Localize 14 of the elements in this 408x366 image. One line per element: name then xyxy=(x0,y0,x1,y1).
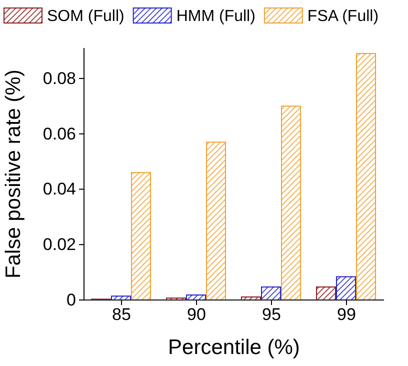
x-tick-label: 95 xyxy=(262,305,281,324)
x-axis-title: Percentile (%) xyxy=(168,336,300,359)
x-tick-label: 85 xyxy=(112,305,131,324)
y-tick-label: 0.02 xyxy=(42,235,76,254)
legend-label: FSA (Full) xyxy=(307,8,379,25)
x-tick-label: 99 xyxy=(337,305,356,324)
y-tick-label: 0.06 xyxy=(42,124,76,144)
y-tick-label: 0.08 xyxy=(42,68,76,88)
x-tick-label: 90 xyxy=(187,305,206,324)
y-tick-label: 0.04 xyxy=(42,180,76,199)
legend-label: HMM (Full) xyxy=(176,8,256,25)
legend-label: SOM (Full) xyxy=(47,8,124,25)
y-axis-title: False positive rate (%) xyxy=(2,70,25,278)
y-tick-label: 0 xyxy=(66,290,76,310)
